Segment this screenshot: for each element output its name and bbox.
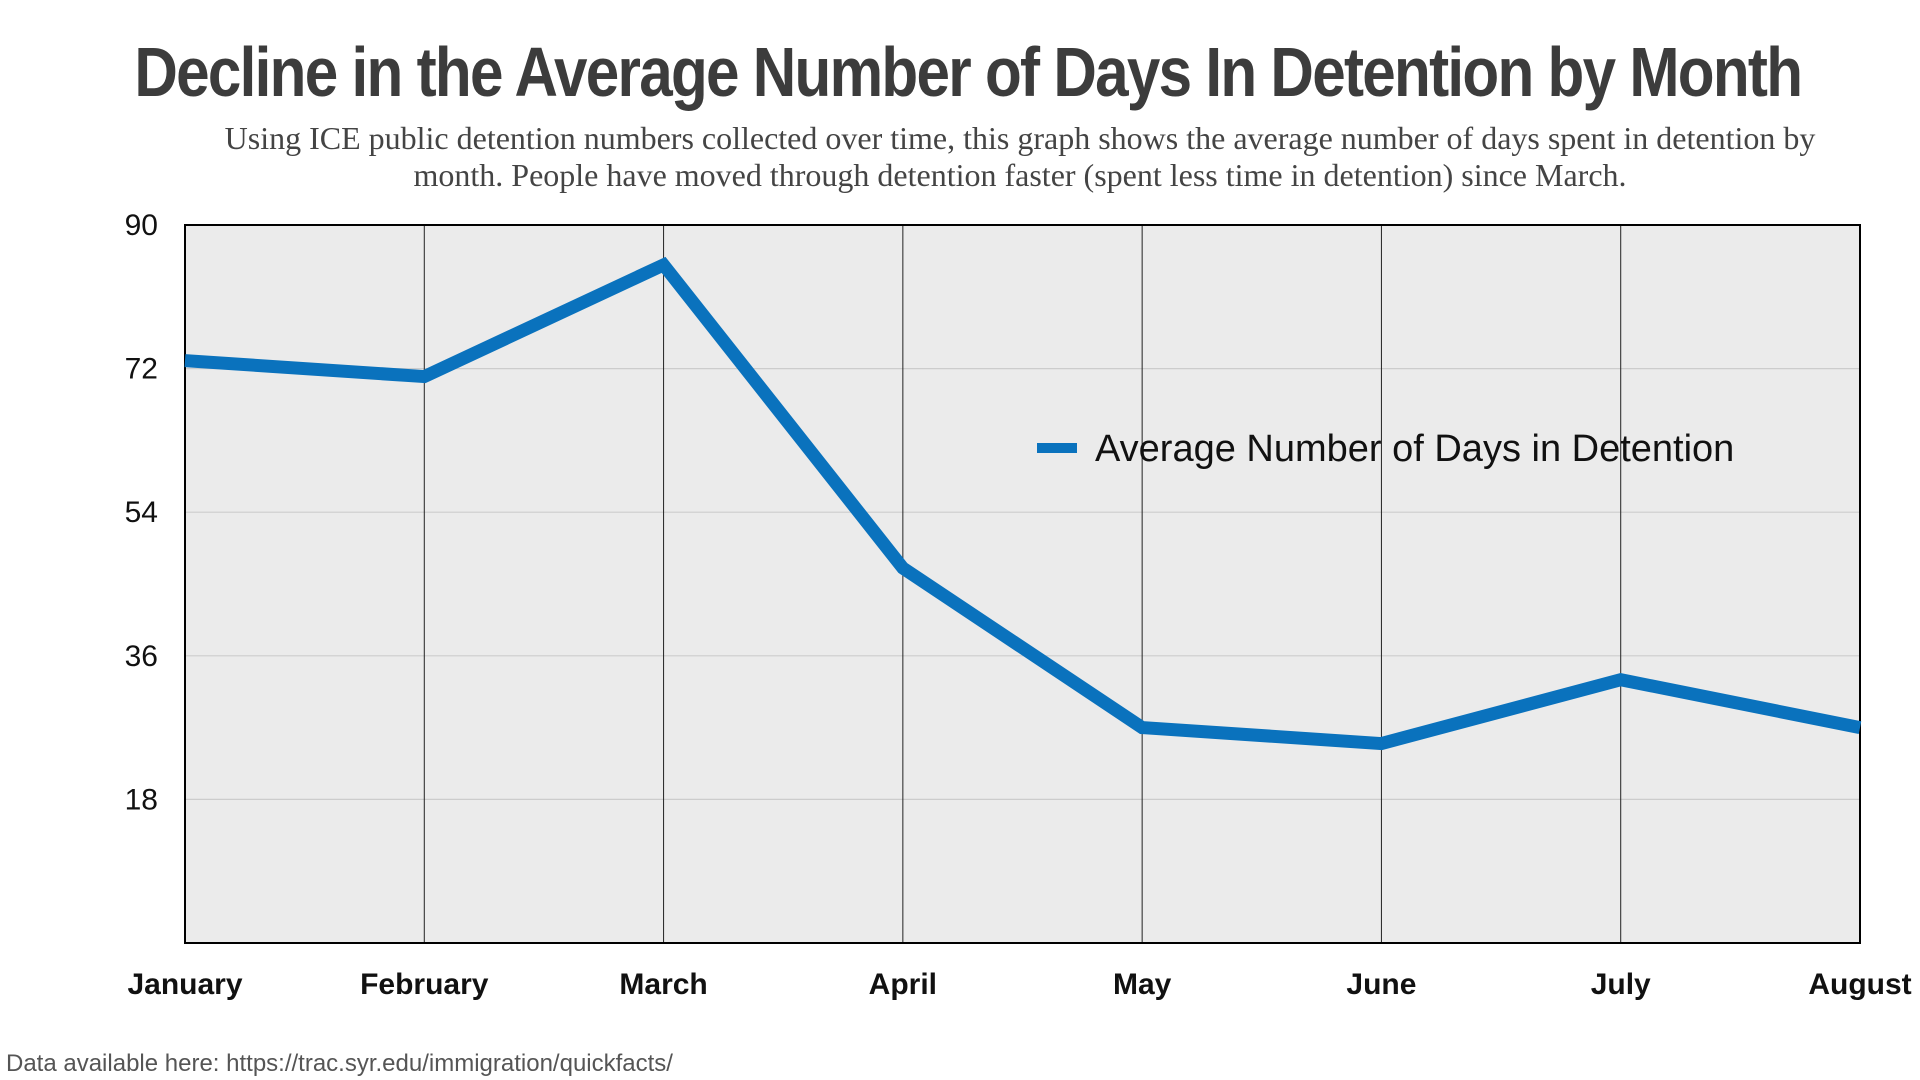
y-axis-ticks: 18 36 54 72 90 — [125, 209, 158, 816]
series-layer — [184, 256, 1862, 751]
legend: Average Number of Days in Detention — [1037, 428, 1734, 470]
chart-title: Decline in the Average Number of Days In… — [134, 33, 1803, 111]
y-tick-label: 72 — [125, 353, 158, 386]
x-tick-label: August — [1808, 968, 1911, 1001]
y-tick-label: 36 — [125, 640, 158, 673]
x-tick-label: March — [619, 968, 707, 1001]
x-tick-label: May — [1113, 968, 1172, 1001]
chart-subtitle: Using ICE public detention numbers colle… — [224, 120, 1816, 193]
x-tick-label: April — [869, 968, 937, 1001]
plot-border — [184, 224, 1861, 944]
y-tick-label: 18 — [125, 783, 158, 816]
x-tick-label: February — [360, 968, 489, 1001]
x-tick-label: July — [1591, 968, 1651, 1001]
plot-area — [185, 225, 1860, 943]
y-tick-label: 90 — [125, 209, 158, 242]
x-axis-ticks: January February March April May June July Augu… — [127, 968, 1911, 1001]
x-tick-label: June — [1346, 968, 1416, 1001]
legend-label: Average Number of Days in Detention — [1095, 428, 1734, 470]
x-tick-label: January — [127, 968, 242, 1001]
y-tick-label: 54 — [125, 496, 158, 529]
source-note: Data available here: https://trac.syr.ed… — [6, 1050, 673, 1077]
series-line — [184, 256, 1862, 751]
